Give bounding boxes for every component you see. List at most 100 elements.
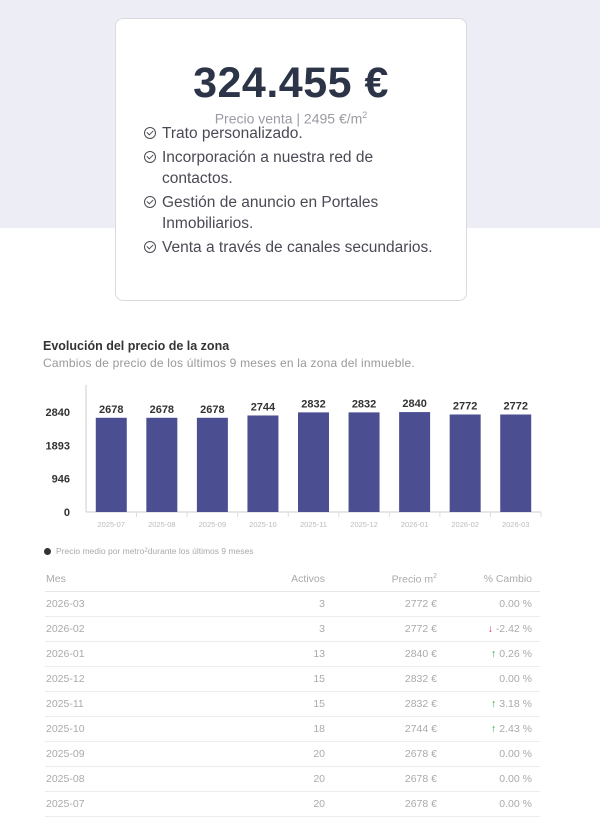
bar-value-label: 2832: [352, 398, 376, 410]
x-tick-label: 2025-11: [300, 520, 327, 529]
feature-item: Incorporación a nuestra red de contactos…: [144, 147, 444, 189]
legend-text-tail: durante los últimos 9 meses: [147, 546, 254, 556]
cell-mes: 2025-09: [45, 741, 264, 767]
x-tick-label: 2025-08: [148, 520, 176, 529]
cambio-value: 0.00 %: [499, 598, 532, 610]
bar-value-label: 2840: [402, 398, 426, 410]
price-subtitle: Precio venta | 2495 €/m2: [116, 110, 466, 127]
feature-text: Venta a través de canales secundarios.: [162, 239, 433, 256]
cell-precio: 2678 €: [326, 741, 443, 767]
bar-value-label: 2772: [503, 400, 527, 412]
chart-title: Evolución del precio de la zona: [43, 339, 230, 353]
cambio-value: -2.42 %: [495, 623, 532, 635]
bar: [146, 417, 178, 512]
feature-item: Gestión de anuncio en Portales Inmobilia…: [144, 192, 444, 234]
bar-value-label: 2832: [301, 398, 325, 410]
bar-value-label: 2678: [200, 404, 224, 416]
cell-activos: 13: [264, 641, 326, 667]
cell-cambio: 0.00 %: [443, 666, 540, 692]
cell-precio: 2832 €: [326, 691, 443, 717]
superscript: 2: [433, 572, 437, 580]
check-circle-icon: [144, 196, 156, 208]
cell-mes: 2025-10: [45, 716, 264, 742]
table-row: 2025-11 15 2832 € ↑ 3.18 %: [45, 691, 540, 717]
cell-activos: 20: [264, 766, 326, 792]
cell-activos: 15: [264, 666, 326, 692]
cell-mes: 2026-01: [45, 641, 264, 667]
price-subtitle-text: Precio venta | 2495 €/m: [214, 110, 363, 127]
cell-activos: 20: [264, 791, 326, 817]
feature-item: Trato personalizado.: [144, 123, 444, 144]
superscript: 2: [362, 110, 368, 120]
table-row: 2025-12 15 2832 € 0.00 %: [45, 666, 540, 692]
x-tick-label: 2026-03: [502, 520, 530, 529]
table-header: Mes Activos Precio m2 % Cambio: [45, 567, 540, 592]
arrow-down-icon: ↓: [487, 623, 493, 635]
chart-subtitle: Cambios de precio de los últimos 9 meses…: [43, 356, 415, 370]
check-circle-icon: [144, 241, 156, 253]
cell-activos: 15: [264, 691, 326, 717]
arrow-up-icon: ↑: [491, 698, 497, 710]
bar: [196, 417, 228, 512]
sale-price: 324.455 €: [193, 59, 389, 107]
x-tick-label: 2025-07: [98, 520, 126, 529]
x-tick-label: 2025-09: [199, 520, 227, 529]
cell-mes: 2025-12: [45, 666, 264, 692]
bar: [399, 412, 431, 512]
legend-text: Precio medio por metro: [56, 546, 145, 556]
cell-precio: 2678 €: [326, 791, 443, 817]
table-row: 2026-03 3 2772 € 0.00 %: [45, 591, 540, 617]
cell-mes: 2026-03: [45, 591, 264, 617]
feature-text: Incorporación a nuestra red de contactos…: [162, 149, 374, 187]
bar: [500, 414, 532, 512]
bar: [247, 415, 279, 512]
cell-precio: 2840 €: [326, 641, 443, 667]
cell-activos: 20: [264, 741, 326, 767]
col-cambio: % Cambio: [443, 567, 540, 592]
x-tick-label: 2026-01: [401, 520, 429, 529]
bar-value-label: 2678: [150, 404, 174, 416]
cell-cambio: ↓ -2.42 %: [443, 616, 540, 642]
col-precio-label: Precio m: [391, 573, 434, 586]
cell-cambio: 0.00 %: [443, 791, 540, 817]
y-tick-label: 946: [52, 474, 70, 486]
feature-item: Venta a través de canales secundarios.: [144, 237, 444, 258]
bar-value-label: 2744: [251, 401, 276, 413]
cell-cambio: ↑ 3.18 %: [443, 691, 540, 717]
bar-value-label: 2678: [99, 404, 123, 416]
cell-mes: 2025-11: [45, 691, 264, 717]
table-row: 2025-07 20 2678 €0.00 %: [45, 791, 540, 817]
cambio-value: 0.26 %: [499, 648, 532, 660]
legend-dot-icon: [44, 547, 51, 555]
bar: [95, 417, 127, 512]
cambio-value: 0.00 %: [499, 748, 532, 760]
check-circle-icon: [144, 127, 156, 139]
cell-precio: 2772 €: [326, 616, 443, 642]
table-row: 2025-08 20 2678 € 0.00 %: [45, 766, 540, 792]
table-row: 2026-01 13 2840 € ↑ 0.26 %: [45, 641, 540, 667]
cell-activos: 3: [264, 616, 326, 642]
superscript: 2: [144, 548, 148, 554]
col-precio: Precio m2: [326, 567, 443, 592]
bar: [298, 412, 329, 512]
bar-chart: 0 946 1893 2840 2678 2025-07 2678 2025-08 2678 20…: [46, 385, 542, 529]
cell-precio: 2832 €: [326, 666, 443, 692]
feature-text: Gestión de anuncio en Portales Inmobilia…: [162, 194, 379, 232]
table-row: 2025-10 18 2744 € ↑ 2.43 %: [45, 716, 540, 742]
col-mes: Mes: [45, 567, 264, 592]
cell-precio: 2678 €: [326, 766, 443, 792]
cell-precio: 2772 €: [326, 591, 443, 617]
cell-cambio: ↑ 2.43 %: [443, 716, 540, 742]
feature-text: Trato personalizado.: [162, 125, 303, 142]
arrow-up-icon: ↑: [491, 648, 497, 660]
table-row: 2026-02 3 2772 € ↓ -2.42 %: [45, 616, 540, 642]
cambio-value: 0.00 %: [499, 773, 532, 785]
bar: [449, 414, 481, 512]
cambio-value: 3.18 %: [499, 698, 532, 710]
cell-activos: 18: [264, 716, 326, 742]
cambio-value: 0.00 %: [499, 673, 532, 685]
cell-precio: 2744 €: [326, 716, 443, 742]
arrow-up-icon: ↑: [491, 723, 497, 735]
price-card: 324.455 € Precio venta | 2495 €/m2 Trato…: [115, 18, 467, 301]
x-tick-label: 2026-02: [451, 520, 479, 529]
